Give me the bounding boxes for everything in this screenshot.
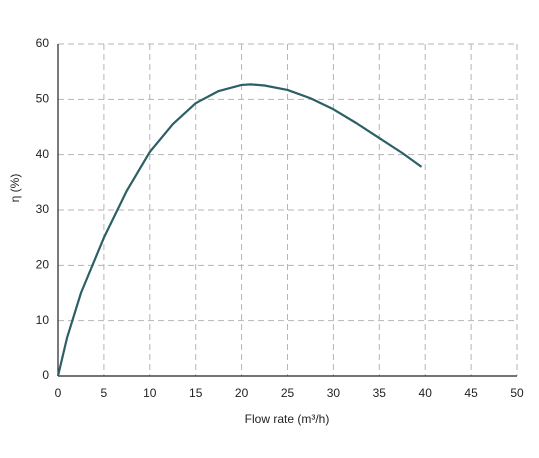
x-tick-label: 5: [101, 386, 108, 400]
y-tick-label: 0: [42, 368, 49, 382]
x-tick-label: 25: [281, 386, 295, 400]
x-tick-label: 30: [327, 386, 341, 400]
y-tick-label: 30: [36, 202, 50, 216]
x-tick-label: 10: [143, 386, 157, 400]
y-tick-label: 50: [36, 92, 50, 106]
x-axis-label: Flow rate (m³/h): [245, 412, 330, 426]
line: [56, 83, 423, 377]
x-tick-label: 20: [235, 386, 249, 400]
y-axis-label: η (%): [8, 174, 22, 203]
y-tick-label: 10: [36, 313, 50, 327]
x-tick-label: 45: [464, 386, 478, 400]
x-tick-label: 0: [55, 386, 62, 400]
x-tick-label: 40: [419, 386, 433, 400]
x-tick-label: 35: [373, 386, 387, 400]
y-tick-label: 60: [36, 36, 50, 50]
x-tick-label: 15: [189, 386, 203, 400]
y-tick-label: 20: [36, 258, 50, 272]
y-tick-label: 40: [36, 147, 50, 161]
x-tick-label: 50: [510, 386, 524, 400]
